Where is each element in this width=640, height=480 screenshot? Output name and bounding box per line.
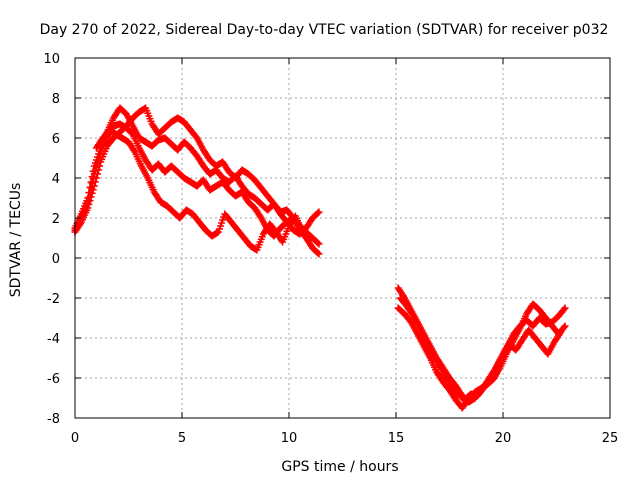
y-tick-label: -2 — [47, 292, 60, 307]
y-tick-label: 10 — [43, 52, 60, 67]
data-point — [92, 174, 100, 182]
data-point — [298, 226, 306, 234]
series-track-4 — [92, 126, 306, 254]
y-tick-label: -4 — [47, 332, 60, 347]
x-tick-label: 5 — [178, 431, 186, 446]
data-point — [314, 239, 322, 247]
data-point — [315, 250, 323, 258]
data-point — [87, 193, 95, 201]
data-point — [315, 208, 323, 216]
y-tick-label: 8 — [52, 92, 60, 107]
data-point — [560, 323, 568, 331]
data-point — [96, 162, 104, 170]
y-tick-label: 6 — [52, 132, 60, 147]
data-point — [314, 209, 322, 217]
x-tick-label: 15 — [388, 431, 405, 446]
data-point — [86, 197, 94, 205]
grid-lines — [75, 58, 610, 418]
x-tick-label: 20 — [495, 431, 512, 446]
y-tick-label: 4 — [52, 172, 60, 187]
data-point — [561, 304, 569, 312]
data-points — [71, 104, 569, 412]
y-tick-label: 0 — [52, 252, 60, 267]
data-point — [91, 178, 99, 186]
y-axis-label: SDTVAR / TECUs — [8, 183, 24, 298]
data-point — [314, 249, 322, 257]
data-point — [93, 170, 101, 178]
x-axis-label: GPS time / hours — [281, 459, 398, 475]
series-track-7 — [396, 294, 565, 404]
data-point — [85, 200, 93, 208]
data-point — [88, 189, 96, 197]
data-point — [560, 305, 568, 313]
data-point — [84, 204, 92, 212]
series-track-2 — [71, 120, 323, 240]
y-tick-label: -6 — [47, 372, 60, 387]
x-tick-label: 25 — [602, 431, 619, 446]
x-tick-label: 10 — [281, 431, 298, 446]
y-tick-label: -8 — [47, 412, 60, 427]
data-point — [95, 166, 103, 174]
y-tick-label: 2 — [52, 212, 60, 227]
plot-frame — [74, 57, 611, 419]
data-point — [557, 328, 565, 336]
data-point — [90, 182, 98, 190]
chart-title: Day 270 of 2022, Sidereal Day-to-day VTE… — [40, 22, 609, 38]
axis-ticks: 0 5 10 15 20 25 -8 -6 -4 -2 0 2 4 6 8 10 — [43, 52, 618, 446]
x-tick-label: 0 — [71, 431, 79, 446]
data-point — [561, 322, 569, 330]
data-point — [315, 240, 323, 248]
data-point — [89, 186, 97, 194]
